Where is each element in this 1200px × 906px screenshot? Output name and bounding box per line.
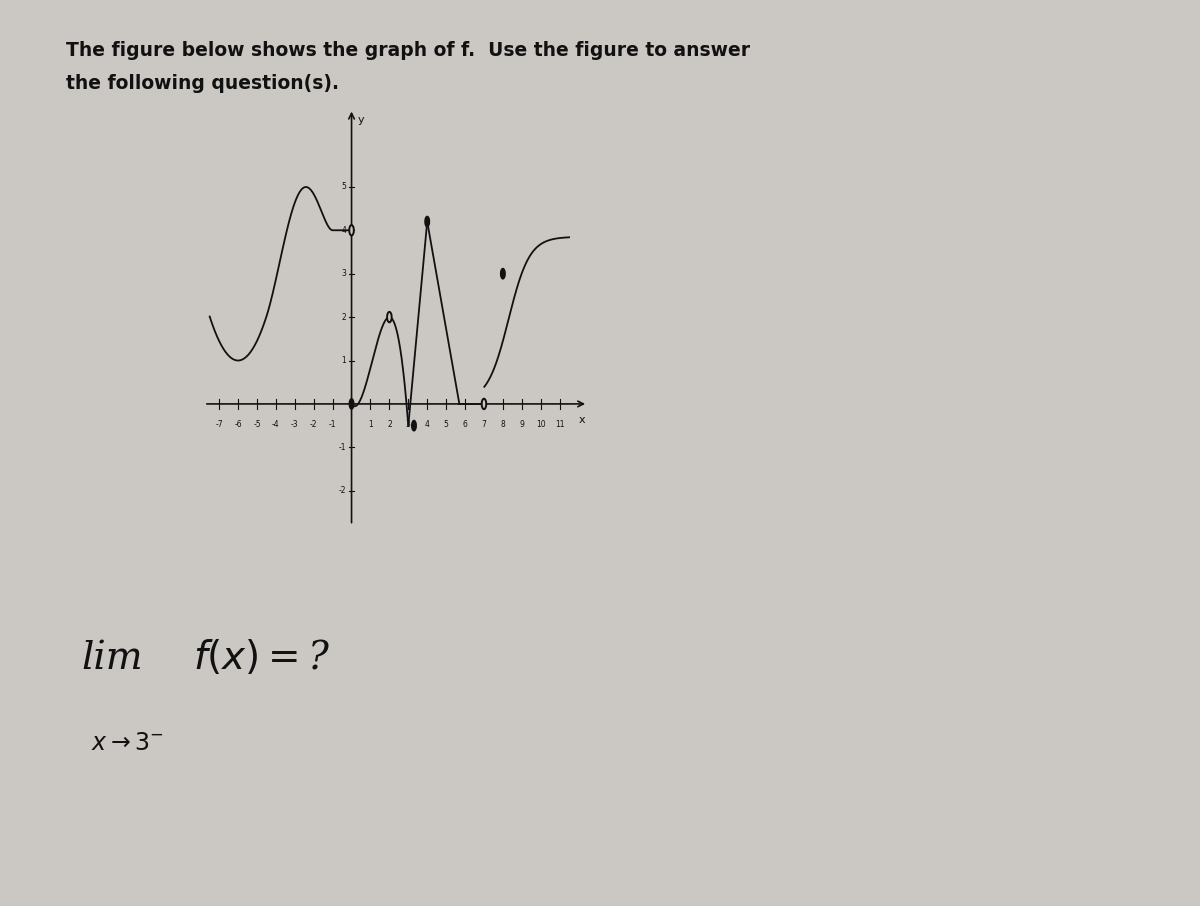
Circle shape bbox=[481, 399, 486, 410]
Text: -3: -3 bbox=[290, 420, 299, 429]
Text: 2: 2 bbox=[342, 313, 347, 322]
Text: -7: -7 bbox=[215, 420, 223, 429]
Text: -5: -5 bbox=[253, 420, 260, 429]
Circle shape bbox=[388, 312, 391, 323]
Text: -2: -2 bbox=[338, 487, 347, 496]
Text: -2: -2 bbox=[310, 420, 318, 429]
Text: -4: -4 bbox=[272, 420, 280, 429]
Text: -6: -6 bbox=[234, 420, 242, 429]
Text: -1: -1 bbox=[329, 420, 336, 429]
Text: 10: 10 bbox=[536, 420, 546, 429]
Text: $f(x) =$?: $f(x) =$? bbox=[193, 638, 331, 677]
Text: 6: 6 bbox=[463, 420, 468, 429]
Text: 11: 11 bbox=[554, 420, 564, 429]
Text: 1: 1 bbox=[368, 420, 373, 429]
Circle shape bbox=[425, 217, 430, 226]
Text: 4: 4 bbox=[341, 226, 347, 235]
Text: 9: 9 bbox=[520, 420, 524, 429]
Text: 1: 1 bbox=[342, 356, 347, 365]
Text: 2: 2 bbox=[388, 420, 391, 429]
Text: The figure below shows the graph of f.  Use the figure to answer: The figure below shows the graph of f. U… bbox=[66, 41, 750, 60]
Text: y: y bbox=[358, 115, 364, 125]
Text: 5: 5 bbox=[444, 420, 449, 429]
Text: x: x bbox=[580, 416, 586, 426]
Text: the following question(s).: the following question(s). bbox=[66, 74, 340, 93]
Circle shape bbox=[500, 268, 505, 279]
Text: 4: 4 bbox=[425, 420, 430, 429]
Text: lim: lim bbox=[82, 640, 143, 677]
Text: 3: 3 bbox=[406, 420, 410, 429]
Text: 8: 8 bbox=[500, 420, 505, 429]
Circle shape bbox=[349, 399, 354, 410]
Text: -1: -1 bbox=[338, 443, 347, 452]
Text: 3: 3 bbox=[341, 269, 347, 278]
Circle shape bbox=[349, 225, 354, 236]
Text: 7: 7 bbox=[481, 420, 486, 429]
Text: 5: 5 bbox=[341, 182, 347, 191]
Text: $x \rightarrow 3^{-}$: $x \rightarrow 3^{-}$ bbox=[91, 732, 164, 756]
Circle shape bbox=[412, 420, 416, 431]
